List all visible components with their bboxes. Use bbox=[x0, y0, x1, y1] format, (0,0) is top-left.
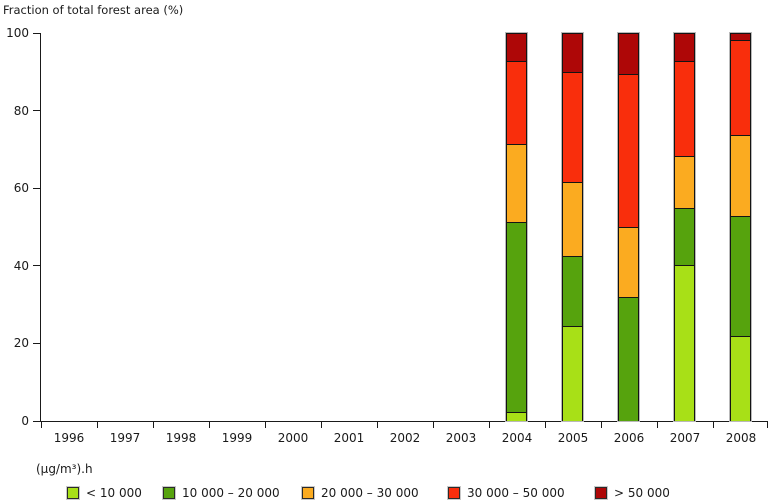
x-axis-year-label: 2005 bbox=[557, 431, 589, 445]
bar-segment-2004-3 bbox=[506, 60, 526, 145]
bar-segment-2008-4 bbox=[730, 34, 750, 40]
x-axis-tick bbox=[209, 422, 210, 428]
bar-segment-2004-2 bbox=[506, 144, 526, 222]
bar-2007 bbox=[672, 32, 696, 422]
legend-item: 20 000 – 30 000 bbox=[301, 486, 419, 500]
bar-2008 bbox=[728, 32, 752, 422]
y-axis-tick bbox=[33, 110, 40, 112]
bar-2004 bbox=[504, 32, 528, 422]
legend-item-label: 20 000 – 30 000 bbox=[321, 486, 419, 500]
bar-2005 bbox=[560, 32, 584, 422]
bar-segment-2005-4 bbox=[562, 34, 582, 73]
bar-segment-2008-0 bbox=[730, 335, 750, 422]
x-axis-year-label: 2001 bbox=[333, 431, 365, 445]
bar-2006 bbox=[616, 32, 640, 422]
bar-segment-2008-2 bbox=[730, 134, 750, 217]
y-axis-tick-label: 40 bbox=[13, 258, 29, 273]
x-axis-tick bbox=[153, 422, 154, 428]
y-axis-tick bbox=[33, 420, 40, 422]
bar-segment-2008-3 bbox=[730, 39, 750, 135]
y-axis-tick bbox=[33, 187, 40, 189]
bar-segment-2005-1 bbox=[562, 256, 582, 327]
x-axis-year-label: 2006 bbox=[613, 431, 645, 445]
legend-item-label: 30 000 – 50 000 bbox=[467, 486, 565, 500]
y-axis-tick-label: 0 bbox=[21, 414, 29, 428]
y-axis-tick-label: 20 bbox=[13, 336, 29, 351]
chart-title: Fraction of total forest area (%) bbox=[3, 3, 184, 17]
legend-swatch-icon bbox=[447, 486, 461, 500]
legend-item-label: < 10 000 bbox=[86, 486, 142, 500]
bar-segment-2006-3 bbox=[618, 74, 638, 227]
x-axis-year-label: 1999 bbox=[221, 431, 253, 445]
x-axis-year-label: 1998 bbox=[165, 431, 197, 445]
x-axis-tick bbox=[545, 422, 546, 428]
legend-item: < 10 000 bbox=[66, 486, 142, 500]
legend-unit-label: (µg/m³).h bbox=[36, 462, 93, 476]
x-axis-year-label: 2008 bbox=[725, 431, 757, 445]
bar-segment-2005-0 bbox=[562, 326, 582, 421]
legend-swatch-icon bbox=[594, 486, 608, 500]
legend-item-label: 10 000 – 20 000 bbox=[182, 486, 280, 500]
bar-segment-2008-1 bbox=[730, 216, 750, 336]
bar-segment-2004-0 bbox=[506, 412, 526, 421]
bar-segment-2005-3 bbox=[562, 72, 582, 183]
legend-swatch-icon bbox=[301, 486, 315, 500]
legend-swatch-icon bbox=[66, 486, 80, 500]
legend-item-label: > 50 000 bbox=[614, 486, 670, 500]
x-axis-tick bbox=[97, 422, 98, 428]
x-axis-tick bbox=[41, 422, 42, 428]
x-axis-tick bbox=[657, 422, 658, 428]
bar-segment-2007-1 bbox=[674, 208, 694, 265]
plot-area: 0 20 40 60 80 100 1996 1997 1998 1999 2000 2001 2002… bbox=[6, 26, 768, 445]
bar-segment-2007-0 bbox=[674, 264, 694, 421]
x-axis-tick bbox=[489, 422, 490, 428]
x-axis-year-label: 2007 bbox=[669, 431, 701, 445]
bar-segment-2007-4 bbox=[674, 34, 694, 61]
legend-item: 10 000 – 20 000 bbox=[162, 486, 280, 500]
bar-segment-2004-1 bbox=[506, 221, 526, 413]
x-axis-tick bbox=[601, 422, 602, 428]
x-axis-tick bbox=[713, 422, 714, 428]
bar-segment-2007-3 bbox=[674, 60, 694, 156]
x-axis-year-label: 2002 bbox=[389, 431, 421, 445]
x-axis-year-label: 2004 bbox=[501, 431, 533, 445]
x-axis-year-label: 2000 bbox=[277, 431, 309, 445]
y-axis-tick-label: 80 bbox=[13, 103, 29, 118]
y-axis-tick bbox=[33, 265, 40, 267]
x-axis-year-label: 1996 bbox=[53, 431, 85, 445]
legend-item: > 50 000 bbox=[594, 486, 670, 500]
y-axis-tick bbox=[33, 32, 40, 34]
x-axis-year-label: 1997 bbox=[109, 431, 141, 445]
legend-item: 30 000 – 50 000 bbox=[447, 486, 565, 500]
x-axis-year-label: 2003 bbox=[445, 431, 477, 445]
bar-segment-2005-2 bbox=[562, 182, 582, 257]
bar-segment-2006-4 bbox=[618, 34, 638, 75]
bar-segment-2004-4 bbox=[506, 34, 526, 61]
x-axis-tick bbox=[265, 422, 266, 428]
bar-segment-2006-1 bbox=[618, 297, 638, 421]
legend-swatch-icon bbox=[162, 486, 176, 500]
y-axis-tick bbox=[33, 342, 40, 344]
x-axis-tick bbox=[321, 422, 322, 428]
x-axis-tick bbox=[377, 422, 378, 428]
bar-segment-2007-2 bbox=[674, 155, 694, 209]
y-axis-tick-label: 100 bbox=[6, 26, 29, 40]
y-axis-tick-label: 60 bbox=[13, 181, 29, 196]
bar-segment-2006-2 bbox=[618, 227, 638, 298]
x-axis-tick bbox=[433, 422, 434, 428]
